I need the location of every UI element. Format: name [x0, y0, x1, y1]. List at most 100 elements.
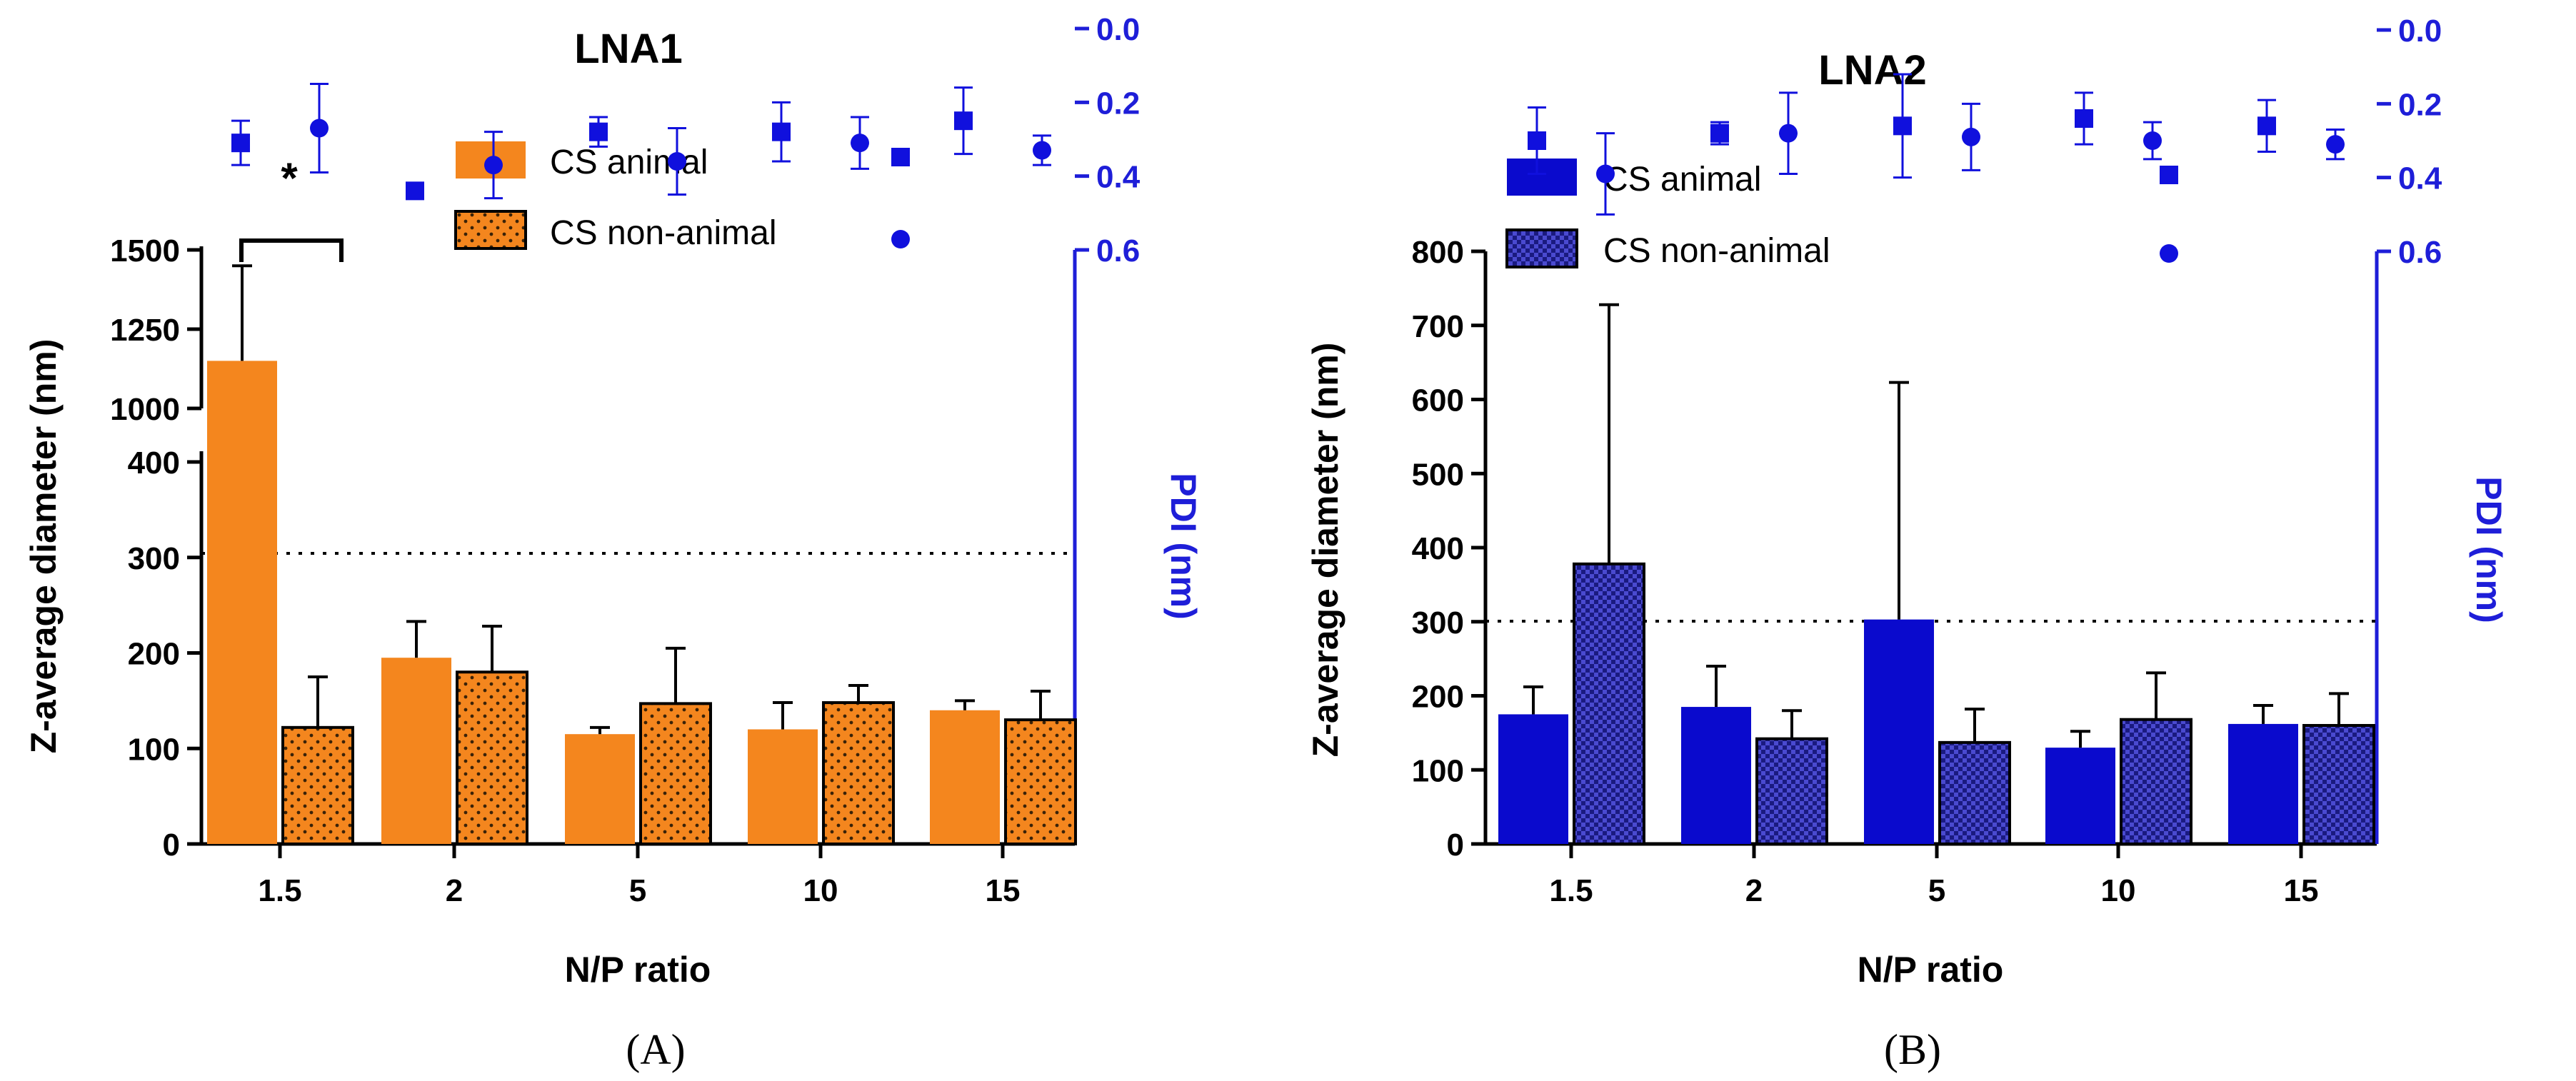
x-axis-label: N/P ratio — [1858, 950, 2004, 990]
tick-layer: 0 100 200 300 400 500 600 700 800 0.0 0.2 0.4 0.6 1.5… — [1412, 14, 2442, 908]
y2-axis-label: PDI (nm) — [2469, 476, 2509, 623]
legend-swatch-animal — [1507, 159, 1577, 196]
pdi-point-circle — [668, 152, 686, 171]
legend-marker-circle — [2160, 244, 2178, 263]
y2-tick-label: 0.4 — [2398, 161, 2442, 196]
y2-tick-label: 0.0 — [1096, 12, 1140, 47]
bar-layer — [207, 264, 1077, 846]
legend: CS animal CS non-animal — [1505, 159, 2178, 270]
x-tick-label: 5 — [629, 873, 646, 908]
y2-tick-label: 0.6 — [1096, 233, 1140, 268]
pdi-point-square — [1893, 116, 1912, 136]
legend-label-animal: CS animal — [1603, 161, 1761, 198]
x-tick-label: 10 — [803, 873, 838, 908]
bar-nonanimal — [281, 725, 354, 846]
y-tick-label: 1500 — [110, 233, 180, 268]
bar-nonanimal — [639, 702, 712, 846]
x-tick-label: 5 — [1928, 873, 1945, 908]
y-tick-label: 400 — [1412, 531, 1464, 566]
bar-nonanimal — [456, 670, 528, 845]
legend-swatch-nonanimal — [1505, 228, 1578, 268]
chart-title: LNA2 — [1818, 47, 1926, 94]
bar-layer — [1498, 303, 2375, 846]
x-tick-label: 2 — [446, 873, 463, 908]
bar-nonanimal — [1755, 737, 1828, 846]
bar-nonanimal — [1938, 740, 2011, 846]
y-tick-label: 200 — [128, 637, 180, 672]
y2-tick-label: 0.0 — [2398, 14, 2442, 49]
pdi-point-circle — [310, 119, 329, 138]
bar-animal — [207, 361, 277, 844]
panel-label: (A) — [626, 1026, 685, 1073]
pdi-point-square — [1710, 124, 1729, 143]
pdi-point-square — [589, 122, 608, 141]
y2-tick-label: 0.4 — [1096, 160, 1141, 195]
x-tick-label: 1.5 — [258, 873, 301, 908]
bar-nonanimal — [2302, 724, 2375, 845]
pdi-point-circle — [484, 156, 503, 175]
y2-axis-label: PDI (nm) — [1163, 473, 1203, 620]
y-axis-label: Z-average diameter (nm) — [1305, 343, 1345, 758]
bar-nonanimal — [2120, 718, 2192, 846]
bar-animal — [1681, 707, 1751, 844]
legend-label-nonanimal: CS non-animal — [1603, 232, 1830, 270]
panel-b: LNA2 CS animal CS non-animal 0 100 200 300 4… — [1305, 14, 2509, 1073]
pdi-point-square — [2075, 109, 2093, 128]
y-tick-label: 700 — [1412, 309, 1464, 344]
pdi-point-square — [954, 111, 973, 131]
pdi-point-circle — [851, 134, 869, 153]
y-tick-label: 300 — [128, 541, 180, 576]
pdi-point-square — [2257, 116, 2276, 136]
y-axis-label: Z-average diameter (nm) — [24, 339, 64, 754]
x-tick-label: 10 — [2101, 873, 2136, 908]
legend-marker-square — [891, 148, 910, 166]
x-tick-label: 2 — [1745, 873, 1763, 908]
y-tick-label: 300 — [1412, 605, 1464, 640]
legend-label-nonanimal: CS non-animal — [550, 214, 776, 252]
x-tick-label: 15 — [2284, 873, 2319, 908]
y-tick-label: 100 — [1412, 753, 1464, 788]
x-axis-label: N/P ratio — [565, 950, 711, 990]
pdi-point-circle — [2143, 131, 2162, 150]
point-layer — [1528, 73, 2345, 216]
y-tick-label: 100 — [128, 732, 180, 767]
pdi-point-circle — [2326, 135, 2345, 154]
y-tick-label: 1000 — [110, 392, 180, 427]
y2-tick-label: 0.6 — [2398, 235, 2442, 270]
bar-animal — [748, 729, 818, 844]
bar-nonanimal — [822, 701, 895, 845]
panel-a: LNA1 CS animal CS non-animal 01002003004… — [24, 12, 1203, 1073]
y-tick-label: 400 — [128, 446, 180, 481]
bar-animal — [565, 734, 635, 844]
y-tick-label: 1250 — [110, 313, 180, 348]
significance-label: * — [281, 154, 298, 202]
chart-title: LNA1 — [574, 26, 682, 72]
legend-marker-square — [2160, 166, 2178, 184]
y2-tick-label: 0.2 — [1096, 86, 1140, 121]
bar-animal — [1864, 619, 1934, 844]
pdi-point-square — [231, 134, 250, 153]
bar-animal — [2228, 723, 2298, 844]
pdi-point-circle — [1779, 124, 1798, 143]
pdi-point-circle — [1033, 141, 1051, 160]
x-tick-label: 1.5 — [1549, 873, 1593, 908]
legend-swatch-nonanimal — [454, 210, 527, 250]
point-layer — [231, 83, 1051, 201]
panel-label: (B) — [1884, 1026, 1941, 1073]
y-tick-label: 200 — [1412, 680, 1464, 715]
legend-marker-circle — [891, 230, 910, 248]
y-tick-label: 500 — [1412, 457, 1464, 492]
bar-animal — [930, 710, 1000, 844]
x-tick-label: 15 — [986, 873, 1021, 908]
bar-nonanimal — [1004, 718, 1077, 845]
y2-tick-label: 0.2 — [2398, 87, 2442, 122]
bar-nonanimal — [1573, 562, 1645, 845]
pdi-point-circle — [1962, 127, 1980, 146]
pdi-point-square — [772, 122, 791, 141]
y-tick-label: 600 — [1412, 383, 1464, 418]
y-tick-label: 800 — [1412, 235, 1464, 270]
bar-animal — [1498, 714, 1568, 844]
pdi-point-circle — [1596, 164, 1615, 183]
bar-animal — [381, 658, 451, 844]
